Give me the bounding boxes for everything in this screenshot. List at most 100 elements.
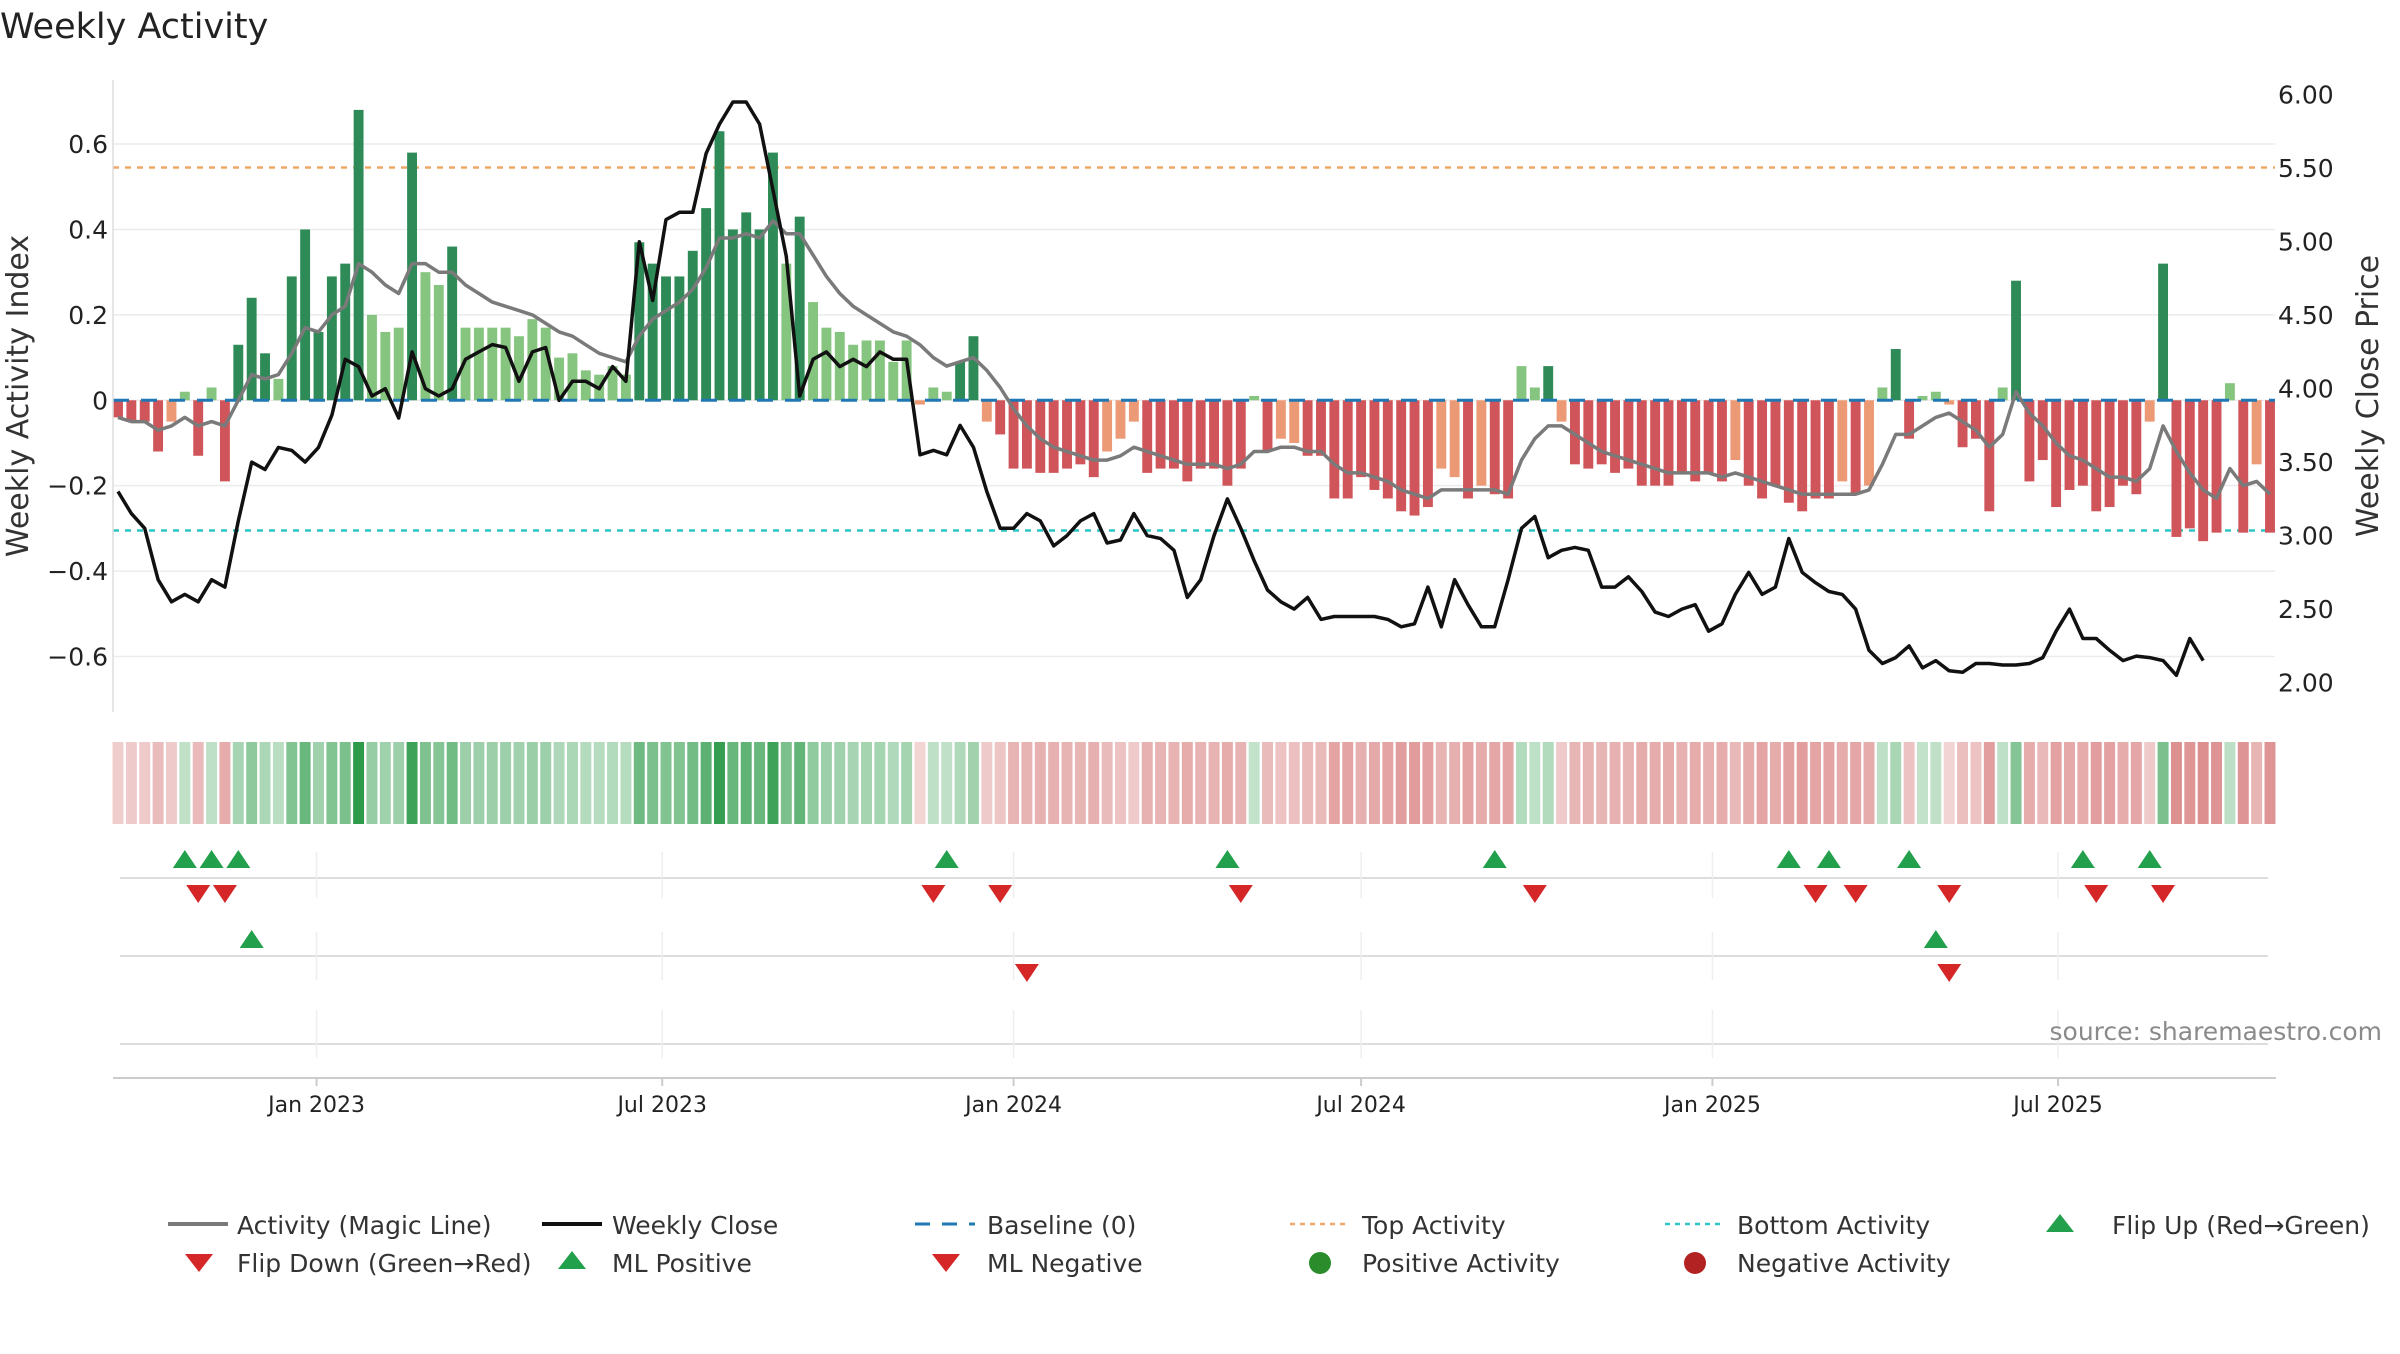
legend-item-top-activity: Top Activity xyxy=(1290,1211,1506,1240)
ml-negative-marker xyxy=(1014,964,1039,982)
heat-strip-cell xyxy=(1863,742,1875,824)
activity-bar xyxy=(2104,400,2115,508)
activity-bar xyxy=(2077,400,2088,486)
activity-bar xyxy=(487,327,498,401)
activity-bar xyxy=(260,353,270,401)
right-tick-label: 4.00 xyxy=(2278,375,2334,404)
activity-bar xyxy=(1569,400,1580,465)
activity-bar xyxy=(1957,400,1968,448)
activity-bar xyxy=(514,336,524,401)
activity-bar xyxy=(1917,396,1928,401)
activity-bar xyxy=(808,302,819,401)
heat-strip-cell xyxy=(1168,742,1180,824)
heat-strip-cell xyxy=(2197,742,2209,824)
heat-strip-cell xyxy=(1048,742,1060,824)
heat-strip-cell xyxy=(780,742,792,824)
x-axis-ticks: Jan 2023 Jul 2023 Jan 2024 Jul 2024 Jan 2025… xyxy=(266,1078,2103,1118)
activity-bar xyxy=(1984,400,1995,512)
heat-strip-cell xyxy=(1368,742,1380,824)
heat-strip-cell xyxy=(981,742,993,824)
heat-strip-cell xyxy=(1983,742,1995,824)
heat-strip-cell xyxy=(1743,742,1755,824)
legend-label-negative-activity: Negative Activity xyxy=(1737,1249,1951,1278)
activity-bar xyxy=(1877,387,1888,401)
heat-strip-cell xyxy=(700,742,712,824)
activity-bar xyxy=(1864,400,1874,486)
ml-positive-marker xyxy=(239,930,264,948)
heat-strip-cell xyxy=(1569,742,1581,824)
activity-bar xyxy=(1382,400,1393,499)
activity-bar xyxy=(1823,400,1834,499)
source-credit: source: sharemaestro.com xyxy=(2050,1017,2383,1046)
activity-bar xyxy=(1463,400,1473,499)
activity-bar xyxy=(1235,400,1246,469)
legend-label-ml-positive: ML Positive xyxy=(612,1249,752,1278)
heat-strip-cell xyxy=(1449,742,1461,824)
heat-strip-cell xyxy=(1756,742,1768,824)
heat-strip-cell xyxy=(834,742,846,824)
legend-label-magic-line: Activity (Magic Line) xyxy=(237,1211,491,1240)
heat-strip-cell xyxy=(460,742,472,824)
heat-strip-cell xyxy=(1422,742,1434,824)
heat-strip-cell xyxy=(446,742,458,824)
activity-bar xyxy=(1449,400,1460,478)
flip-down-marker xyxy=(1937,885,1962,903)
activity-bar xyxy=(153,400,164,452)
activity-bar xyxy=(1556,400,1567,422)
heat-strip-cell xyxy=(1395,742,1407,824)
heat-strip-cell xyxy=(647,742,659,824)
heat-strip-cell xyxy=(486,742,498,824)
activity-bar xyxy=(1997,387,2008,401)
activity-bar xyxy=(1850,400,1861,495)
heat-strip-cell xyxy=(1502,742,1514,824)
heat-strip-cell xyxy=(553,742,565,824)
activity-bar xyxy=(340,263,351,401)
activity-bar xyxy=(380,331,391,401)
heat-strip-cell xyxy=(2050,742,2062,824)
activity-bar xyxy=(500,327,511,401)
activity-bar xyxy=(1489,400,1500,495)
activity-bar xyxy=(1021,400,1032,469)
activity-bar xyxy=(433,284,444,401)
legend-item-ml-positive: ML Positive xyxy=(558,1249,752,1278)
heat-strip-cell xyxy=(1435,742,1447,824)
activity-bar xyxy=(1543,366,1554,401)
heat-strip-cell xyxy=(165,742,177,824)
ml-positive-marker xyxy=(1923,930,1948,948)
heat-strip-cell xyxy=(2170,742,2182,824)
activity-bar xyxy=(1663,400,1674,486)
heat-strip-cell xyxy=(714,742,725,824)
left-tick-label: 0 xyxy=(92,386,108,415)
activity-bar xyxy=(540,327,551,401)
heat-strip-cell xyxy=(1876,742,1888,824)
legend: Activity (Magic Line) Weekly Close Basel… xyxy=(168,1211,2370,1278)
legend-label-flip-up: Flip Up (Red→Green) xyxy=(2112,1211,2370,1240)
left-tick-label: −0.4 xyxy=(47,557,108,586)
heat-strip-cell xyxy=(1796,742,1808,824)
legend-label-positive-activity: Positive Activity xyxy=(1362,1249,1560,1278)
legend-item-flip-up: Flip Up (Red→Green) xyxy=(2046,1211,2370,1240)
heat-strip-cell xyxy=(1248,742,1260,824)
heat-strip-cell xyxy=(1315,742,1327,824)
weekly-close-series xyxy=(116,100,2205,678)
activity-bar xyxy=(166,400,177,422)
heat-strip-cell xyxy=(353,742,365,824)
left-axis-label: Weekly Activity Index xyxy=(1,235,36,557)
activity-bar xyxy=(1717,400,1727,482)
activity-bar xyxy=(1904,400,1915,439)
activity-bar xyxy=(1209,400,1219,469)
activity-bar xyxy=(1316,400,1326,456)
activity-bar xyxy=(206,387,217,401)
heat-strip-cell xyxy=(1636,742,1648,824)
heat-strip-cell xyxy=(633,742,645,824)
heat-strip-cell xyxy=(580,742,592,824)
heat-strip-cell xyxy=(1716,742,1728,824)
heat-strip-cell xyxy=(847,742,859,824)
heat-strip-cell xyxy=(901,742,913,824)
legend-label-flip-down: Flip Down (Green→Red) xyxy=(237,1249,532,1278)
heat-strip-cell xyxy=(2010,742,2022,824)
magic-line-series xyxy=(117,219,2272,501)
activity-bar xyxy=(1970,400,1981,439)
heat-strip-cell xyxy=(406,742,418,824)
